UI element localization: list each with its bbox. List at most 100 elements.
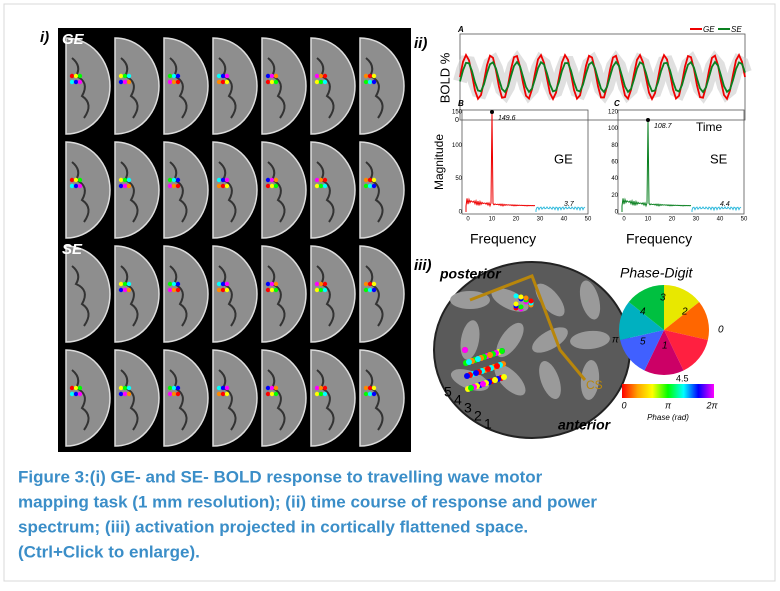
activation [315,386,319,390]
activation [119,288,123,292]
activation [368,178,372,182]
activation [127,74,131,78]
x-tick-label: 40 [717,217,724,223]
activation [168,74,172,78]
activation [274,80,278,84]
y-tick-label: 100 [452,143,463,149]
activation [172,282,176,286]
activation [225,184,229,188]
wheel-label: 4 [640,307,646,318]
activation [368,288,372,292]
activation [78,74,82,78]
x-label: Frequency [470,231,536,247]
activation [315,282,319,286]
activation [524,296,529,301]
activation [119,178,123,182]
activation [70,184,74,188]
y-tick-label: 80 [611,143,618,149]
origin: 0 [455,117,459,124]
activation [127,392,131,396]
activation [514,294,519,299]
activation [364,386,368,390]
activation [487,352,493,358]
activation [172,178,176,182]
activation [123,178,127,182]
activation [225,80,229,84]
activation [319,80,323,84]
activation [217,178,221,182]
activation [368,392,372,396]
activation [172,184,176,188]
y-tick-label: 60 [611,160,618,166]
digit-label: 1 [484,416,492,432]
activation [468,385,474,391]
activation [78,80,82,84]
x-label: Frequency [626,231,692,247]
activation [119,74,123,78]
activation [270,178,274,182]
activation [372,74,376,78]
sulcus-label: CS [586,378,603,392]
activation [372,80,376,84]
activation [217,80,221,84]
activation [270,184,274,188]
activation [217,392,221,396]
activation [529,299,534,304]
activation [78,392,82,396]
se-label: SE [62,241,83,258]
tag: B [458,99,464,108]
y-tick-label: 120 [608,110,619,116]
activation [519,305,524,310]
activation [372,288,376,292]
activation [123,74,127,78]
y-tick-label: 20 [611,193,618,199]
x-tick-label: 50 [585,217,592,223]
panel-label: ii) [414,35,427,52]
ge-label: GE [62,31,85,48]
activation [315,74,319,78]
activation [74,74,78,78]
activation [475,356,481,362]
activation [70,80,74,84]
activation [176,386,180,390]
activation [70,178,74,182]
activation [270,392,274,396]
orientation: posterior [439,266,502,282]
y-tick-label: 150 [452,110,463,116]
peak-label: 108.7 [654,123,673,130]
x-tick-label: 30 [693,217,700,223]
activation [119,282,123,286]
activation [127,282,131,286]
activation [176,178,180,182]
wheel-label: 1 [662,341,668,352]
activation [172,392,176,396]
activation [221,74,225,78]
activation [368,74,372,78]
activation [127,386,131,390]
wheel-label: 5 [640,337,646,348]
wheel-label: 3 [660,293,666,304]
activation [368,80,372,84]
activation [74,392,78,396]
activation [176,288,180,292]
digit-label: 2 [474,408,482,424]
activation [127,178,131,182]
x-tick-label: 10 [645,217,652,223]
caption-line: spectrum; (iii) activation projected in … [18,517,528,536]
activation [372,282,376,286]
wheel-title: Phase-Digit [620,265,693,281]
activation [372,184,376,188]
activation [364,178,368,182]
activation [274,178,278,182]
y-label: Magnitude [432,134,446,190]
activation [372,178,376,182]
activation [176,282,180,286]
activation [368,386,372,390]
caption-line: mapping task (1 mm resolution); (ii) tim… [18,492,597,511]
activation [225,74,229,78]
orientation: anterior [558,417,612,433]
activation [225,392,229,396]
activation [225,282,229,286]
activation [168,184,172,188]
activation [492,377,498,383]
